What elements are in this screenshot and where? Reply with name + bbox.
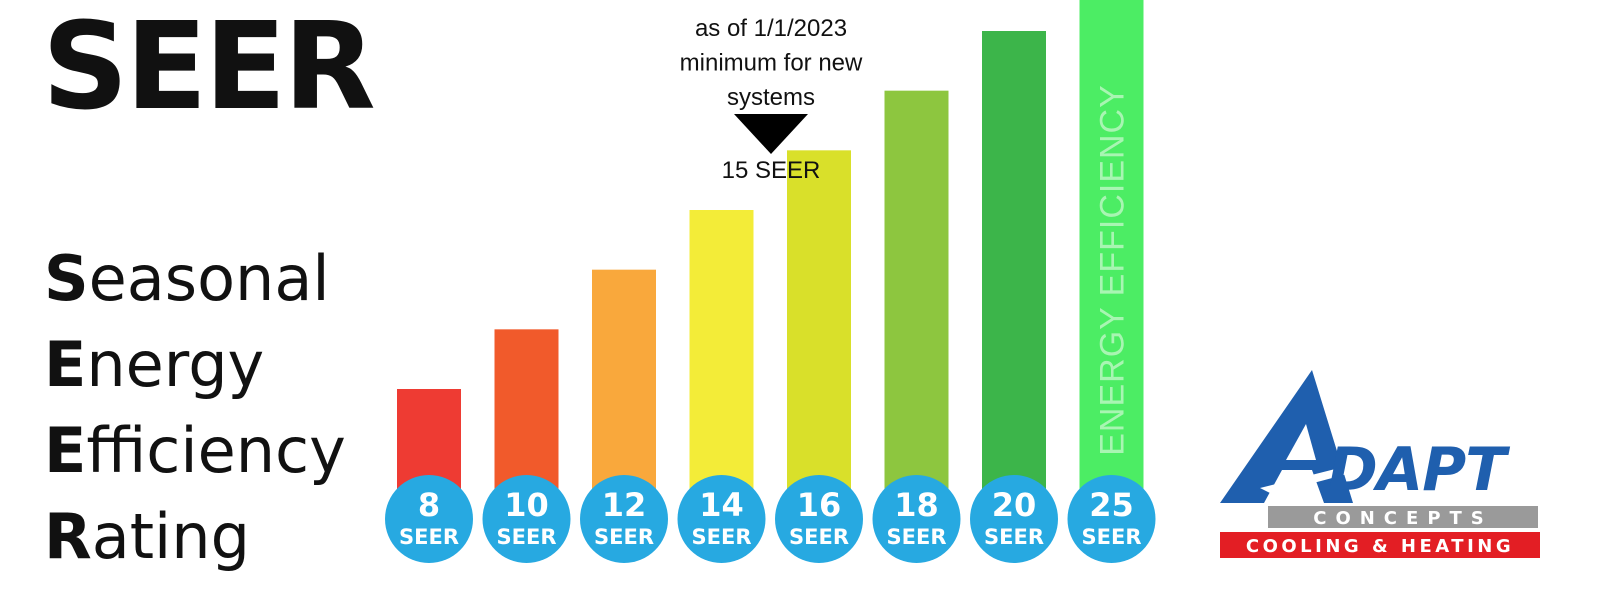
badge-value: 20 (992, 486, 1037, 524)
badge-value: 10 (504, 486, 549, 524)
bar (884, 90, 949, 493)
seer-badge (580, 475, 668, 563)
logo-swoosh (1260, 440, 1460, 494)
badge-unit: SEER (497, 525, 557, 549)
bar (689, 210, 754, 492)
logo-a-counter (1286, 424, 1316, 460)
logo-a-shape (1220, 370, 1353, 503)
badge-value: 18 (894, 486, 939, 524)
adapt-concepts-logo: DAPT CONCEPTS COOLING & HEATING (1220, 370, 1540, 558)
badge-unit: SEER (399, 525, 459, 549)
seer-badge (1067, 475, 1156, 563)
badge-unit: SEER (789, 525, 849, 549)
badge-value: 12 (602, 486, 647, 524)
bar (494, 329, 559, 492)
bar (397, 389, 461, 492)
bar (982, 31, 1046, 492)
acronym-line-r: Rating (44, 500, 250, 573)
annotation-line: as of 1/1/2023 (695, 15, 847, 42)
logo-letters: DAPT (1328, 435, 1510, 505)
bar-text: ENERGY EFFICIENCY (1094, 84, 1132, 456)
acronym-line-e2: Efficiency (44, 414, 346, 487)
badge-unit: SEER (1082, 525, 1142, 549)
page-title: SEER (42, 0, 376, 137)
annotation-marker-label: 15 SEER (722, 157, 821, 184)
acronym-line-s: Seasonal (44, 242, 330, 315)
bar (1079, 0, 1144, 492)
annotation-line: systems (727, 84, 815, 111)
badge-value: 25 (1089, 486, 1134, 524)
logo-red-band (1220, 532, 1540, 558)
badge-value: 14 (699, 486, 744, 524)
bar (592, 269, 656, 492)
seer-badge (970, 475, 1058, 563)
seer-badge (482, 475, 571, 563)
seer-badge (775, 475, 863, 563)
annotation-marker-triangle (734, 114, 808, 154)
logo-band-concepts: CONCEPTS (1313, 508, 1493, 529)
badge-unit: SEER (887, 525, 947, 549)
badge-value: 16 (797, 486, 842, 524)
logo-gray-band (1268, 506, 1538, 528)
acronym-list: Seasonal Energy Efficiency Rating (44, 236, 346, 580)
badge-unit: SEER (692, 525, 752, 549)
seer-badge (872, 475, 961, 563)
badge-unit: SEER (594, 525, 654, 549)
annotation-line: minimum for new (680, 50, 863, 77)
seer-badge (677, 475, 766, 563)
acronym-line-e1: Energy (44, 328, 265, 401)
badge-value: 8 (418, 486, 440, 524)
bar (787, 150, 851, 493)
seer-badge (385, 475, 473, 563)
badge-unit: SEER (984, 525, 1044, 549)
logo-band-cooling: COOLING & HEATING (1246, 536, 1514, 557)
